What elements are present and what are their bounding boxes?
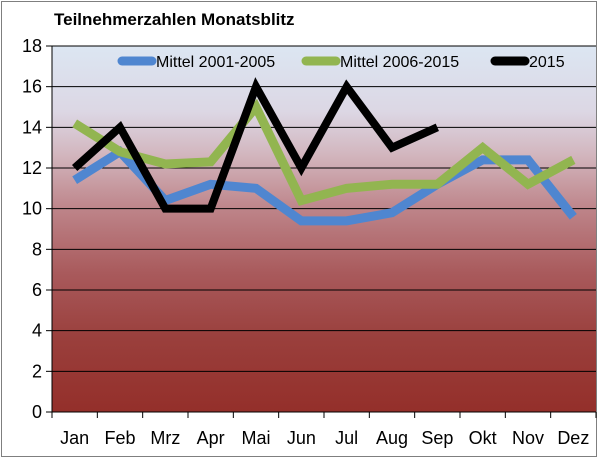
x-tick-label: Apr [197, 428, 225, 448]
x-axis-ticks: Jan Feb Mrz Apr Mai Jun Jul Aug Sep Okt Nov Dez [60, 428, 589, 448]
legend-label: 2015 [529, 54, 565, 71]
y-tick-label: 14 [22, 117, 42, 137]
series-lines [71, 77, 577, 226]
x-tick-label: Nov [512, 428, 544, 448]
y-axis-ticks: 0 2 4 6 8 10 12 14 16 18 [22, 36, 42, 422]
y-tick-label: 18 [22, 36, 42, 56]
y-tick-label: 0 [32, 402, 42, 422]
legend: Mittel 2001-2005 Mittel 2006-2015 2015 [117, 54, 565, 71]
x-tick-label: Okt [469, 428, 497, 448]
plot-area [52, 46, 596, 412]
x-tick-label: Sep [421, 428, 453, 448]
x-tick-label: Feb [104, 428, 135, 448]
axes [46, 45, 597, 418]
y-tick-label: 16 [22, 77, 42, 97]
y-tick-label: 6 [32, 280, 42, 300]
y-tick-label: 8 [32, 239, 42, 259]
y-tick-label: 2 [32, 361, 42, 381]
y-tick-label: 10 [22, 199, 42, 219]
series-line-3 [71, 77, 439, 213]
series-line-2 [72, 98, 576, 206]
y-tick-label: 4 [32, 321, 42, 341]
x-tick-label: Aug [376, 428, 408, 448]
y-tick-label: 12 [22, 158, 42, 178]
x-tick-label: Jun [287, 428, 316, 448]
x-tick-label: Mai [241, 428, 270, 448]
legend-label: Mittel 2001-2005 [156, 54, 275, 71]
chart-title: Teilnehmerzahlen Monatsblitz [54, 10, 295, 29]
x-tick-label: Jul [335, 428, 358, 448]
legend-label: Mittel 2006-2015 [340, 54, 459, 71]
x-tick-label: Jan [60, 428, 89, 448]
x-tick-label: Dez [557, 428, 589, 448]
x-tick-label: Mrz [150, 428, 180, 448]
